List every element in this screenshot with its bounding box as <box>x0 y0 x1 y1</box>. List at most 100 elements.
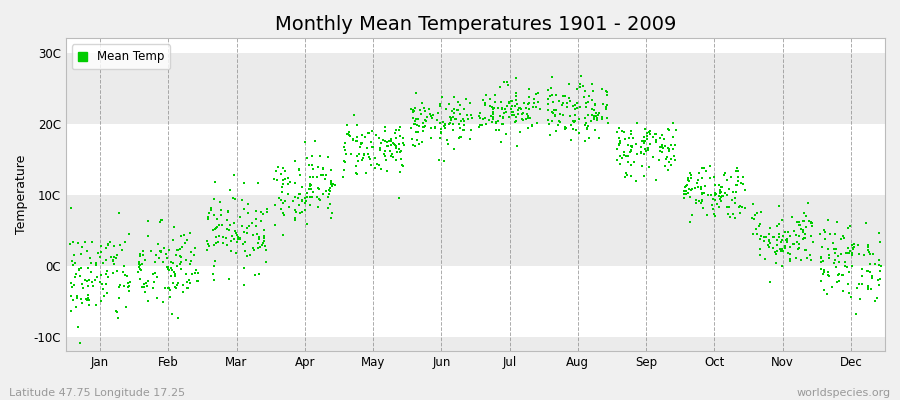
Point <box>173 246 187 252</box>
Point <box>361 151 375 158</box>
Point <box>372 162 386 168</box>
Point <box>75 244 89 250</box>
Point <box>753 236 768 242</box>
Point <box>374 166 388 172</box>
Point <box>202 242 217 249</box>
Point <box>170 263 184 269</box>
Point <box>288 207 302 213</box>
Point <box>577 94 591 101</box>
Point <box>693 200 707 206</box>
Point <box>854 280 868 287</box>
Point <box>168 273 183 279</box>
Point <box>570 86 584 92</box>
Point <box>498 106 512 112</box>
Point <box>697 165 711 172</box>
Point <box>827 246 842 252</box>
Point <box>298 195 312 202</box>
Point <box>352 151 366 157</box>
Point <box>572 84 587 90</box>
Point <box>257 233 272 240</box>
Point <box>660 154 674 160</box>
Point <box>295 197 310 203</box>
Point <box>180 285 194 292</box>
Point <box>382 138 397 144</box>
Point <box>511 105 526 112</box>
Point <box>146 271 160 278</box>
Point <box>612 135 626 142</box>
Point <box>188 270 202 276</box>
Point <box>272 195 286 201</box>
Point <box>692 169 706 176</box>
Point <box>463 136 477 142</box>
Point <box>93 254 107 260</box>
Point <box>73 339 87 346</box>
Point <box>454 134 468 140</box>
Point <box>570 99 584 106</box>
Point <box>533 106 547 112</box>
Point <box>99 281 113 287</box>
Point <box>184 249 198 256</box>
Point <box>119 304 133 310</box>
Point <box>417 105 431 112</box>
Point <box>409 128 423 135</box>
Point <box>732 204 746 210</box>
Point <box>579 120 593 126</box>
Point <box>221 208 236 215</box>
Point <box>652 134 667 141</box>
Point <box>451 121 465 128</box>
Point <box>475 116 490 122</box>
Point <box>276 176 291 183</box>
Point <box>148 270 162 276</box>
Point <box>595 116 609 122</box>
Point <box>450 107 464 113</box>
Point <box>223 222 238 228</box>
Point <box>89 262 104 268</box>
Point <box>220 242 234 249</box>
Point <box>189 267 203 273</box>
Point <box>416 120 430 126</box>
Point <box>778 244 792 251</box>
Point <box>447 116 462 123</box>
Point <box>161 264 176 270</box>
Point <box>772 231 787 238</box>
Point <box>543 92 557 99</box>
Point <box>166 269 181 276</box>
Point <box>552 118 566 124</box>
Point <box>79 295 94 302</box>
Point <box>787 240 801 247</box>
Point <box>832 278 846 284</box>
Point <box>302 194 317 200</box>
Point <box>664 162 679 169</box>
Point <box>169 284 184 291</box>
Point <box>224 233 238 240</box>
Point <box>634 149 648 156</box>
Point <box>622 134 636 141</box>
Point <box>771 203 786 210</box>
Point <box>180 279 194 285</box>
Point <box>768 249 782 256</box>
Point <box>415 100 429 106</box>
Point <box>701 192 716 198</box>
Point <box>598 88 613 94</box>
Point <box>434 129 448 136</box>
Point <box>298 207 312 214</box>
Point <box>292 191 306 198</box>
Point <box>623 148 637 155</box>
Point <box>546 99 561 106</box>
Point <box>338 140 352 146</box>
Point <box>213 212 228 218</box>
Point <box>324 177 338 184</box>
Point <box>152 254 166 261</box>
Point <box>573 73 588 79</box>
Point <box>578 122 592 128</box>
Point <box>169 282 184 288</box>
Point <box>207 212 221 218</box>
Point <box>407 108 421 114</box>
Point <box>229 250 243 256</box>
Point <box>690 180 705 187</box>
Point <box>338 147 352 154</box>
Point <box>493 138 508 145</box>
Point <box>226 236 240 242</box>
Point <box>725 189 740 196</box>
Point <box>601 120 616 126</box>
